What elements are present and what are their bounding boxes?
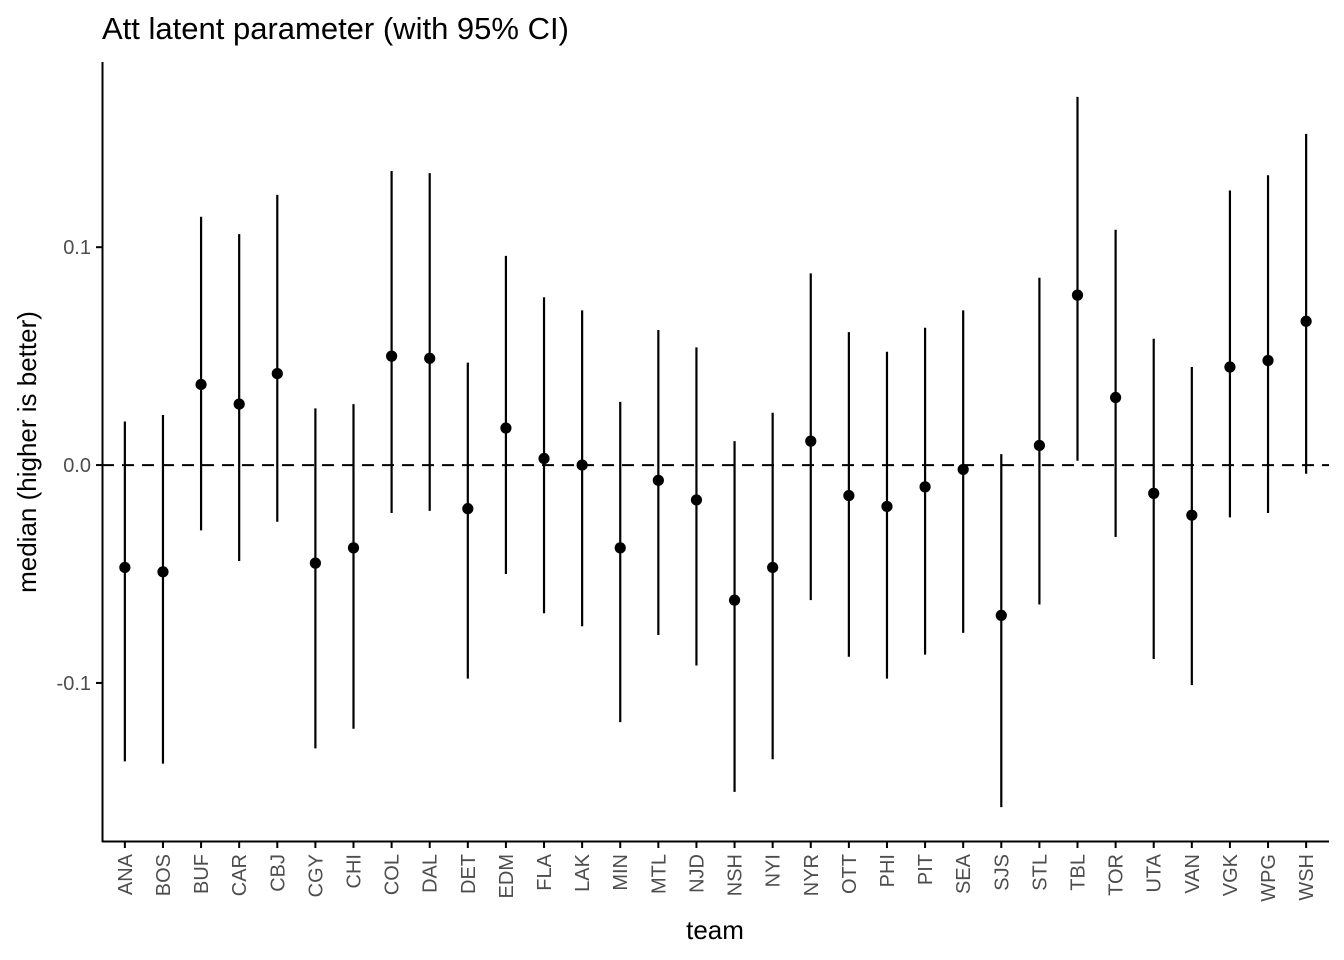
x-tick-label-chi: CHI — [343, 854, 365, 888]
x-tick-label-bos: BOS — [153, 854, 175, 896]
x-tick-label-det: DET — [458, 854, 480, 894]
x-tick-label-mtl: MTL — [648, 854, 670, 894]
x-tick-label-pit: PIT — [915, 854, 937, 885]
x-ticks: ANA BOS BUF CAR CBJ CGY CHI COL DAL DET EDM FLA LAK M… — [115, 842, 1318, 902]
median-point-uta — [1148, 487, 1160, 499]
x-tick-label-cbj: CBJ — [267, 854, 289, 892]
median-point-nyr — [805, 435, 817, 447]
x-tick-label-cgy: CGY — [305, 854, 327, 897]
x-tick-label-sea: SEA — [953, 853, 975, 894]
median-point-car — [233, 398, 245, 410]
x-tick-label-phi: PHI — [877, 854, 899, 887]
x-tick-label-ana: ANA — [115, 853, 137, 895]
x-tick-label-wpg: WPG — [1258, 854, 1280, 902]
x-tick-label-fla: FLA — [534, 853, 556, 890]
median-point-ott — [843, 489, 855, 502]
plot-area — [102, 96, 1329, 808]
x-tick-label-edm: EDM — [496, 854, 518, 898]
median-point-lak — [576, 459, 588, 471]
median-point-vgk — [1224, 361, 1236, 373]
median-point-wpg — [1262, 354, 1274, 367]
x-tick-label-vgk: VGK — [1220, 853, 1242, 896]
y-tick-label: 0.1 — [63, 237, 91, 259]
median-point-mtl — [652, 474, 664, 486]
x-tick-label-ott: OTT — [839, 854, 861, 894]
chart-title: Att latent parameter (with 95% CI) — [102, 11, 569, 46]
x-tick-label-buf: BUF — [191, 854, 213, 894]
y-tick-label: -0.1 — [57, 673, 91, 695]
x-tick-label-tbl: TBL — [1068, 854, 1090, 891]
median-point-nyi — [767, 561, 779, 574]
median-point-bos — [157, 566, 169, 578]
median-point-dal — [424, 352, 436, 364]
x-tick-label-van: VAN — [1182, 854, 1204, 894]
median-point-phi — [881, 500, 893, 513]
x-tick-label-nyr: NYR — [801, 854, 823, 896]
median-point-sea — [957, 463, 969, 476]
x-tick-label-lak: LAK — [572, 853, 594, 891]
x-tick-label-min: MIN — [610, 854, 632, 891]
median-point-cgy — [309, 557, 321, 569]
median-point-sjs — [995, 609, 1007, 622]
x-tick-label-tor: TOR — [1106, 854, 1128, 896]
x-tick-label-col: COL — [382, 854, 404, 895]
median-point-tor — [1110, 391, 1122, 404]
median-point-njd — [690, 494, 703, 506]
median-point-tbl — [1071, 289, 1084, 301]
median-point-edm — [500, 422, 512, 434]
median-point-chi — [347, 542, 360, 554]
y-tick-label: 0.0 — [63, 455, 91, 477]
median-point-cbj — [271, 367, 283, 380]
median-point-fla — [538, 452, 550, 465]
x-tick-label-sjs: SJS — [991, 854, 1013, 891]
x-tick-label-dal: DAL — [420, 854, 442, 893]
x-tick-label-car: CAR — [229, 854, 251, 896]
x-tick-label-nyi: NYI — [763, 854, 785, 887]
median-point-det — [462, 503, 474, 515]
median-point-ana — [119, 561, 131, 574]
median-point-pit — [919, 481, 931, 493]
median-point-col — [386, 350, 398, 362]
median-point-stl — [1033, 439, 1045, 452]
median-point-nsh — [728, 594, 741, 606]
x-tick-label-njd: NJD — [686, 854, 708, 893]
median-point-van — [1186, 509, 1198, 521]
y-axis-title: median (higher is better) — [12, 311, 42, 593]
median-point-buf — [195, 378, 207, 391]
median-point-wsh — [1300, 315, 1312, 327]
median-point-min — [614, 542, 626, 554]
x-tick-label-stl: STL — [1029, 854, 1051, 891]
x-tick-label-uta: UTA — [1144, 853, 1166, 892]
x-axis-title: team — [686, 915, 744, 945]
x-tick-label-nsh: NSH — [725, 854, 747, 896]
x-tick-label-wsh: WSH — [1296, 854, 1318, 901]
y-ticks: 0.1 0.0 -0.1 — [57, 237, 102, 695]
